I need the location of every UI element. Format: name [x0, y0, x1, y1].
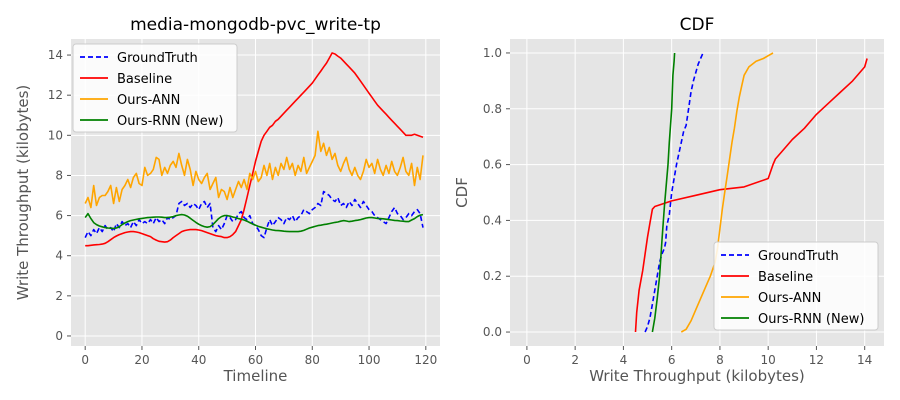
series-line: [85, 52, 424, 247]
y-axis-label: Write Throughput (kilobytes): [14, 85, 32, 301]
x-tick-label: 8: [716, 353, 724, 367]
y-tick-label: 10: [48, 128, 63, 142]
y-tick-label: 0.2: [483, 269, 502, 283]
x-tick-label: 14: [857, 353, 872, 367]
legend-label: Ours-ANN: [117, 93, 180, 108]
legend-label: Ours-RNN (New): [117, 114, 223, 129]
y-tick-label: 12: [48, 88, 63, 102]
x-tick-label: 20: [134, 353, 149, 367]
chart-title: CDF: [680, 15, 715, 35]
tick-labels: 0 2 4 6 8 10 12 14 0.0 0.2 0.4 0.6 0.8 1.0: [483, 46, 872, 367]
x-tick-label: 10: [761, 353, 776, 367]
y-tick-label: 1.0: [483, 46, 502, 60]
y-tick-label: 0.6: [483, 158, 502, 172]
legend: GroundTruth Baseline Ours-ANN Ours-RNN (New…: [72, 43, 238, 133]
timeline-chart: 0 20 40 60 80 100 120 0 2 4 6 8 10 12 14 media-mongodb…: [14, 15, 440, 385]
legend-label: Ours-ANN: [758, 291, 821, 306]
x-tick-label: 0: [523, 353, 531, 367]
x-tick-label: 120: [414, 353, 437, 367]
x-tick-label: 6: [668, 353, 676, 367]
y-axis-label: CDF: [453, 177, 471, 208]
y-tick-label: 0.4: [483, 213, 502, 227]
x-tick-label: 4: [620, 353, 628, 367]
series-line: [634, 58, 868, 333]
series-line: [644, 52, 704, 333]
legend-box: [713, 241, 879, 331]
legend-label: Ours-RNN (New): [758, 312, 864, 327]
legend-box: [72, 43, 238, 133]
series-line: [84, 212, 424, 233]
legend-label: GroundTruth: [117, 51, 198, 66]
series-line: [680, 52, 774, 333]
y-tick-label: 4: [55, 249, 63, 263]
x-axis-label: Timeline: [223, 367, 288, 385]
y-tick-label: 14: [48, 48, 63, 62]
tick-labels: 0 20 40 60 80 100 120 0 2 4 6 8 10 12 14: [48, 48, 438, 367]
x-tick-label: 40: [191, 353, 206, 367]
chart-title: media-mongodb-pvc_write-tp: [130, 15, 381, 35]
y-tick-label: 0.8: [483, 102, 502, 116]
y-tick-label: 0: [55, 329, 63, 343]
cdf-chart: 0 2 4 6 8 10 12 14 0.0 0.2 0.4 0.6 0.8 1.0 CDF Write …: [453, 15, 884, 385]
legend-label: Baseline: [117, 72, 172, 87]
x-tick-label: 0: [81, 353, 89, 367]
y-tick-label: 8: [55, 168, 63, 182]
legend-label: GroundTruth: [758, 249, 839, 264]
x-tick-label: 12: [809, 353, 824, 367]
y-tick-label: 6: [55, 209, 63, 223]
x-tick-label: 80: [305, 353, 320, 367]
x-tick-label: 60: [248, 353, 263, 367]
grid: [510, 39, 884, 346]
series-line: [651, 52, 676, 333]
x-axis-label: Write Throughput (kilobytes): [589, 367, 805, 385]
x-tick-label: 2: [571, 353, 579, 367]
y-tick-label: 0.0: [483, 325, 502, 339]
x-tick-label: 100: [358, 353, 381, 367]
y-tick-label: 2: [55, 289, 63, 303]
series-lines: [84, 52, 424, 247]
series-lines: [634, 52, 868, 333]
series-line: [84, 130, 424, 209]
legend: GroundTruth Baseline Ours-ANN Ours-RNN (New…: [713, 241, 879, 331]
legend-label: Baseline: [758, 270, 813, 285]
